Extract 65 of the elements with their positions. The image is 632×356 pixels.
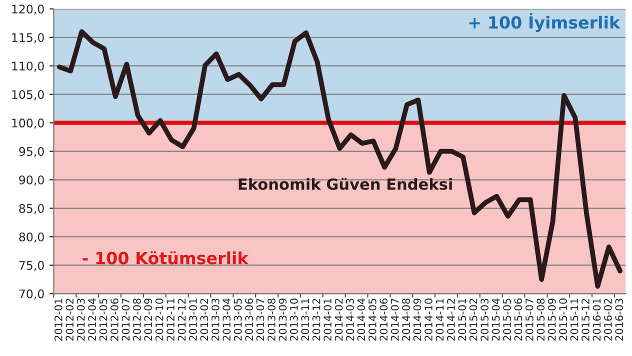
x-tick-label: 2015-04	[492, 298, 500, 341]
x-tick-label: 2012-12	[178, 298, 186, 341]
series-label: Ekonomik Güven Endeksi	[238, 178, 452, 190]
x-tick-label: 2012-10	[155, 298, 164, 341]
x-tick-label: 2013-09	[278, 298, 287, 341]
x-tick-label: 2015-02	[469, 298, 478, 341]
x-tick-label: 2014-12	[446, 298, 455, 341]
x-tick-label: 2016-02	[604, 298, 612, 341]
x-tick-label: 2013-07	[256, 298, 264, 341]
y-tick-label: 110,0	[12, 62, 44, 72]
band-label: - 100 Kötümserlik	[82, 251, 249, 264]
x-tick-label: 2015-06	[514, 298, 522, 341]
x-tick-label: 2015-07	[525, 298, 534, 341]
band-label: + 100 İyimserlik	[469, 13, 620, 32]
x-tick-label: 2013-06	[245, 298, 254, 341]
x-tick-label: 2013-01	[189, 298, 197, 341]
x-tick-label: 2014-05	[368, 298, 376, 341]
x-tick-label: 2014-09	[413, 298, 422, 341]
x-tick-label: 2014-07	[390, 298, 399, 341]
x-tick-label: 2012-07	[122, 298, 130, 341]
x-tick-label: 2012-08	[132, 298, 141, 341]
x-tick-label: 2015-11	[570, 298, 578, 341]
x-tick-label: 2012-02	[66, 298, 74, 341]
y-tick-label: 95,0	[19, 147, 44, 158]
x-tick-label: 2014-11	[436, 298, 444, 341]
y-tick-label: 120,0	[12, 4, 44, 15]
y-tick-label: 115,0	[12, 33, 44, 44]
y-tick-label: 85,0	[19, 204, 44, 214]
x-tick-label: 2014-03	[346, 298, 354, 341]
x-tick-label: 2013-03	[211, 298, 220, 341]
x-tick-label: 2014-02	[334, 298, 343, 341]
x-tick-label: 2013-04	[222, 298, 231, 341]
x-tick-label: 2014-08	[402, 298, 410, 341]
x-tick-label: 2014-10	[424, 298, 432, 341]
x-tick-label: 2013-05	[234, 298, 242, 341]
x-tick-label: 2015-03	[480, 298, 489, 341]
x-tick-label: 2013-08	[268, 298, 276, 341]
x-tick-label: 2015-10	[559, 298, 568, 341]
x-tick-label: 2012-09	[144, 298, 152, 341]
x-tick-label: 2012-01	[54, 298, 62, 341]
x-tick-label: 2015-08	[536, 298, 545, 341]
y-tick-label: 75,0	[19, 260, 44, 272]
x-tick-label: 2014-04	[357, 298, 366, 341]
x-tick-label: 2012-06	[110, 298, 118, 341]
y-tick-label: 90,0	[19, 176, 44, 186]
y-tick-label: 100,0	[12, 118, 44, 129]
x-tick-label: 2012-05	[99, 298, 108, 341]
x-tick-label: 2015-09	[548, 298, 556, 341]
x-tick-label: 2013-02	[200, 298, 208, 341]
x-tick-label: 2012-03	[76, 298, 85, 341]
x-tick-label: 2016-03	[615, 298, 624, 341]
x-tick-label: 2012-11	[166, 298, 174, 341]
x-tick-label: 2013-10	[290, 298, 298, 341]
x-tick-label: 2013-12	[312, 298, 320, 341]
x-tick-label: 2014-01	[324, 298, 332, 341]
y-tick-label: 105,0	[12, 90, 44, 100]
x-tick-label: 2015-05	[503, 298, 511, 341]
x-tick-label: 2015-12	[582, 298, 590, 341]
y-tick-label: 80,0	[19, 232, 44, 243]
y-tick-label: 70,0	[19, 289, 44, 300]
x-tick-label: 2012-04	[88, 298, 96, 341]
x-tick-label: 2014-06	[380, 298, 388, 341]
x-tick-label: 2015-01	[458, 298, 466, 341]
x-tick-label: 2013-11	[301, 298, 310, 341]
x-tick-label: 2016-01	[592, 298, 601, 341]
